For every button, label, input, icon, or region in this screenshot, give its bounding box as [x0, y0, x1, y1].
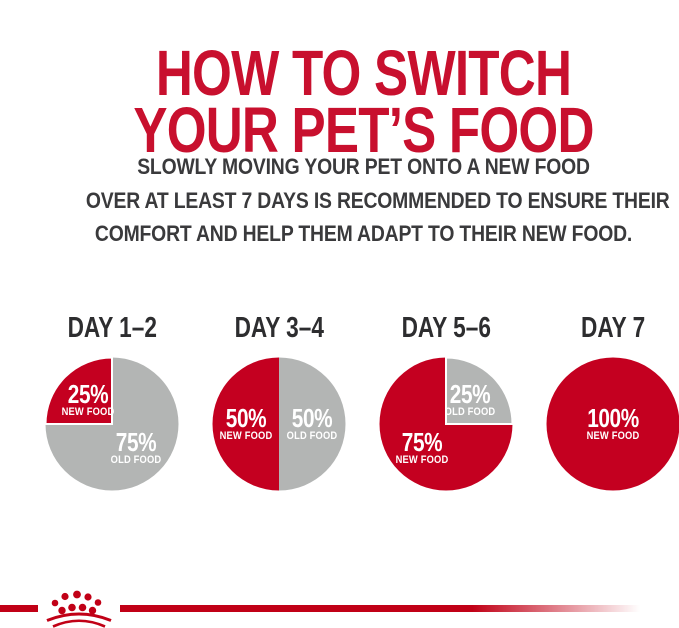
- footer-brand-stripe-left: [0, 605, 38, 612]
- slice-food-name: NEW FOOD: [586, 430, 640, 442]
- day-7-heading: DAY 7: [580, 312, 646, 344]
- slice-percent-value: 25%: [449, 379, 490, 410]
- pie-slice-label: 50% OLD FOOD: [282, 403, 342, 442]
- pie-chart-svg: [546, 357, 679, 491]
- intro-line-2: OVER AT LEAST 7 DAYS IS RECOMMENDED TO E…: [85, 187, 670, 213]
- day-1-2-heading: DAY 1–2: [67, 312, 157, 344]
- daily-ratio-charts-row: DAY 1–2 25% NEW FOOD 75% OLD FOOD DAY 3–4 5…: [37, 313, 679, 492]
- pie-slice-label: 25% NEW FOOD: [57, 379, 119, 419]
- slice-food-name: OLD FOOD: [444, 406, 495, 419]
- pie-slice-old_food: [279, 357, 346, 491]
- slice-food-name: NEW FOOD: [396, 453, 449, 466]
- pie-slice-new_food: [44, 356, 113, 425]
- pie-chart-svg: [44, 356, 179, 491]
- royal-canin-crown-icon: [46, 590, 112, 628]
- pie-slice-old_food: [445, 356, 514, 425]
- day-7-pie: 100% NEW FOOD: [545, 356, 679, 492]
- day-5-6-heading: DAY 5–6: [401, 312, 491, 344]
- intro-text: SLOWLY MOVING YOUR PET ONTO A NEW FOOD O…: [48, 150, 679, 251]
- pie-chart-svg: [212, 357, 346, 491]
- pie-slice-label: 100% NEW FOOD: [581, 403, 646, 442]
- pie-slice-new_food: [546, 357, 679, 491]
- pie-slice-label: 75% OLD FOOD: [106, 426, 166, 466]
- day-1-2-pie: 25% NEW FOOD 75% OLD FOOD: [44, 356, 180, 492]
- slice-percent-value: 75%: [115, 426, 156, 457]
- intro-line-3: COMFORT AND HELP THEM ADAPT TO THEIR NEW…: [94, 221, 633, 246]
- chart-group-day-7: DAY 7 100% NEW FOOD: [538, 313, 679, 492]
- slice-percent-value: 50%: [292, 403, 333, 433]
- slice-percent-value: 25%: [68, 379, 109, 410]
- title-line-1: HOW TO SWITCH: [155, 36, 572, 109]
- day-3-4-heading: DAY 3–4: [234, 312, 324, 344]
- slice-food-name: NEW FOOD: [219, 430, 273, 442]
- footer-brand-stripe-right: [120, 605, 679, 612]
- pie-slice-label: 75% NEW FOOD: [391, 426, 453, 466]
- intro-line-1: SLOWLY MOVING YOUR PET ONTO A NEW FOOD: [137, 154, 590, 179]
- slice-food-name: OLD FOOD: [110, 453, 161, 466]
- pie-chart-svg: [379, 356, 514, 491]
- day-3-4-pie: 50% NEW FOOD 50% OLD FOOD: [211, 356, 347, 492]
- chart-group-day-1-2: DAY 1–2 25% NEW FOOD 75% OLD FOOD: [37, 313, 187, 492]
- pie-slice-label: 25% OLD FOOD: [440, 379, 500, 419]
- pie-slice-new_food: [212, 357, 279, 491]
- day-5-6-pie: 75% NEW FOOD 25% OLD FOOD: [378, 356, 514, 492]
- pie-slice-label: 50% NEW FOOD: [215, 403, 277, 442]
- slice-percent-value: 100%: [587, 403, 639, 433]
- slice-percent-value: 75%: [402, 426, 443, 457]
- slice-food-name: OLD FOOD: [286, 430, 338, 442]
- chart-group-day-5-6: DAY 5–6 75% NEW FOOD 25% OLD FOOD: [371, 313, 521, 492]
- slice-food-name: NEW FOOD: [62, 406, 115, 419]
- title-line-2: YOUR PET’S FOOD: [133, 93, 594, 166]
- page-title: HOW TO SWITCH YOUR PET’S FOOD: [48, 36, 679, 166]
- slice-percent-value: 50%: [225, 403, 267, 433]
- chart-group-day-3-4: DAY 3–4 50% NEW FOOD 50% OLD FOOD: [204, 313, 354, 492]
